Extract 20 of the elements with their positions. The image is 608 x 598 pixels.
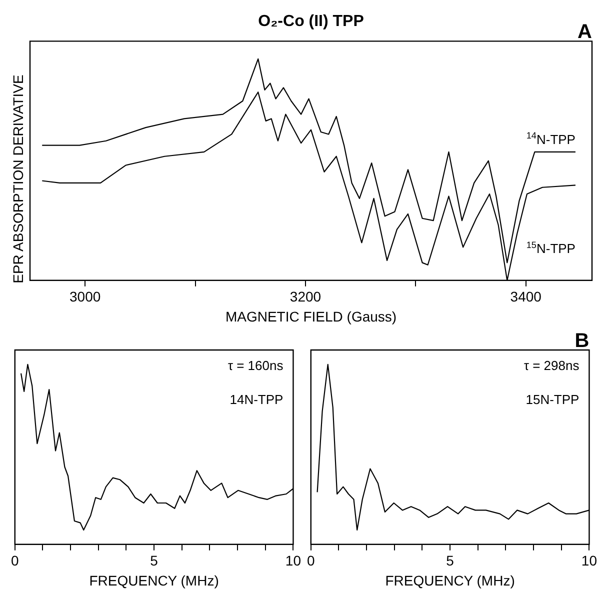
text: B (574, 330, 590, 352)
x-tick-label: 0 (10, 552, 19, 569)
x-tick-label: 10 (285, 552, 302, 569)
annotation: 14N-TPP (230, 392, 284, 407)
x-tick-label: 5 (446, 552, 454, 569)
x-axis-title: FREQUENCY (MHz) (89, 572, 219, 588)
x-tick-label: 10 (581, 552, 598, 569)
y-axis-title: EPR ABSORPTION DERIVATIVE (10, 74, 26, 284)
x-tick-label: 3200 (290, 288, 322, 305)
annotation: τ = 298ns (524, 358, 580, 373)
x-tick-label: 0 (306, 552, 315, 569)
x-tick-label: 5 (150, 552, 158, 569)
x-tick-label: 3400 (510, 288, 542, 305)
text: A (578, 21, 592, 44)
annotation: τ = 160ns (228, 358, 284, 373)
x-axis-title: FREQUENCY (MHz) (385, 572, 515, 588)
chart-title: O₂-Co (II) TPP (258, 13, 364, 30)
x-tick-label: 3000 (70, 288, 101, 305)
x-axis-title: MAGNETIC FIELD (Gauss) (225, 308, 397, 324)
annotation: 15N-TPP (526, 392, 580, 407)
